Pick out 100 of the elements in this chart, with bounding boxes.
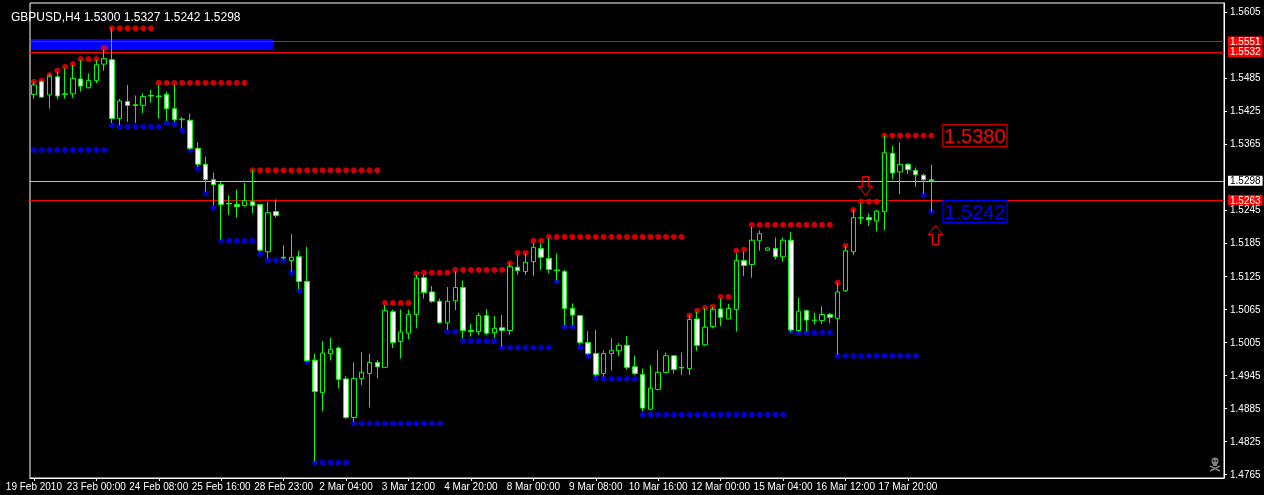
candlestick [484,308,489,336]
annotation: 1.5380 [944,124,1006,147]
candlestick [320,340,325,412]
annotation: 1.5242 [944,200,1006,223]
x-tick-label: 12 Mar 00:00 [691,480,751,492]
x-tick-label: 9 Mar 08:00 [569,480,623,492]
candlestick [874,209,879,232]
candlestick [375,359,380,379]
candlestick [757,229,762,252]
ref-line-label: 1.5532 [1230,46,1262,58]
candlestick [843,245,848,293]
candlestick [726,303,731,320]
candlestick [242,182,247,208]
y-tick-label: 1.4765 [1230,468,1262,480]
x-tick-label: 17 Mar 20:00 [878,480,938,492]
x-tick-label: 16 Mar 12:00 [816,480,876,492]
x-tick-label: 10 Mar 16:00 [628,480,689,492]
y-tick-label: 1.5425 [1230,105,1262,117]
y-tick-label: 1.5125 [1230,270,1262,282]
y-tick-label: 1.4825 [1230,435,1262,447]
x-tick-label: 3 Mar 12:00 [381,480,436,492]
y-tick-label: 1.5485 [1230,72,1262,84]
candlestick [679,352,684,376]
candlestick [655,349,661,391]
candlestick [78,59,83,93]
candlestick [523,252,528,276]
candlestick [780,236,786,263]
candlestick [125,84,130,123]
candlestick [273,198,279,219]
y-tick-label: 1.5005 [1230,336,1262,348]
candlestick [624,335,630,371]
candlestick [70,64,76,99]
candlestick [538,243,544,271]
candlestick [835,282,840,356]
x-tick-label: 15 Mar 04:00 [753,480,813,492]
x-tick-label: 28 Feb 23:00 [254,480,314,492]
text: GBPUSD,H4 1.5300 1.5327 1.5242 1.5298 [11,10,241,24]
candlestick [437,298,442,324]
y-tick-label: 1.5605 [1230,6,1262,18]
y-tick-label: 1.4945 [1230,369,1262,381]
candlestick [882,135,887,231]
ref-line-label: 1.5298 [1230,175,1262,187]
x-tick-label: 23 Feb 00:00 [66,480,127,492]
candlestick [648,364,653,411]
candlestick [390,309,396,349]
x-tick-label: 4 Mar 20:00 [444,480,499,492]
candlestick [289,233,294,273]
candlestick [663,352,669,374]
candlestick [913,167,918,188]
candlestick [343,375,349,420]
candlestick [406,309,411,340]
candlestick [148,89,154,104]
candlestick [328,337,333,361]
ref-line-label: 1.5263 [1230,194,1262,206]
candlestick [851,209,856,256]
candlestick [234,189,240,219]
candlestick [359,351,364,386]
candlestick [866,212,872,227]
candlestick [593,329,599,378]
y-tick-label: 1.5365 [1230,138,1262,150]
candlestick [140,92,146,114]
candlestick [671,355,677,374]
candlestick [468,323,474,338]
candlestick [710,306,716,329]
candlestick [336,345,341,389]
candlestick [804,309,809,333]
candlestick [905,162,911,175]
candlestick [827,312,833,324]
candlestick [218,181,224,241]
candlestick [640,367,645,412]
candlestick [812,312,817,325]
candlestick [765,246,770,252]
candlestick [398,309,403,360]
candlestick [796,296,801,333]
x-tick-label: 2 Mar 04:00 [319,480,374,492]
y-tick-label: 1.5245 [1230,204,1262,216]
candlestick [429,285,435,304]
x-tick-label: 8 Mar 00:00 [506,480,561,492]
candlestick [632,355,638,376]
candlestick [819,305,825,325]
candlestick [31,81,37,100]
candlestick [476,312,481,336]
y-tick-label: 1.5185 [1230,237,1262,249]
x-tick-label: 24 Feb 08:00 [129,480,189,492]
x-tick-label: 25 Feb 16:00 [191,480,252,492]
candlestick [773,236,778,260]
candlestick [702,307,708,347]
candlestick [133,94,138,124]
y-tick-label: 1.4885 [1230,402,1262,414]
candlestick [585,330,591,356]
candlestick [367,353,372,409]
y-tick-label: 1.5065 [1230,303,1262,315]
candlestick [226,194,232,216]
candlestick [86,72,91,89]
candlestick [890,145,895,180]
candlestick [609,337,614,372]
candlestick [897,141,903,195]
x-tick-label: 19 Feb 2010 [5,480,63,492]
candlestick [94,59,99,84]
candlestick [616,342,622,357]
